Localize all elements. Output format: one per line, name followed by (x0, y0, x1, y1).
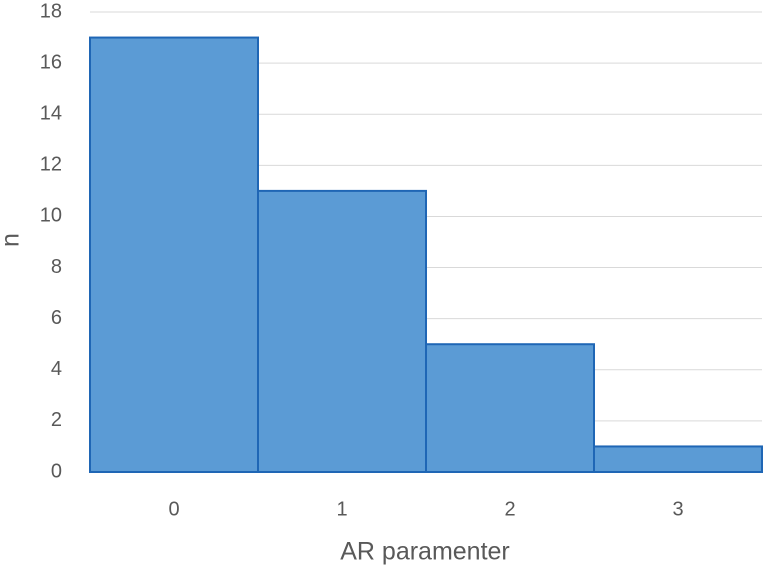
y-tick-label: 14 (40, 103, 62, 125)
y-tick-label: 2 (51, 409, 62, 431)
y-tick-label: 12 (40, 154, 62, 176)
bar (257, 189, 427, 473)
y-tick-label: 6 (51, 307, 62, 329)
y-tick-label: 18 (40, 0, 62, 22)
x-axis-title: AR paramenter (340, 538, 510, 566)
y-tick-label: 8 (51, 256, 62, 278)
x-tick-label: 3 (672, 498, 683, 520)
x-tick-label: 2 (504, 498, 515, 520)
bar (425, 343, 595, 474)
x-tick-label: 0 (168, 498, 179, 520)
y-tick-label: 16 (40, 51, 62, 73)
bar (89, 36, 259, 474)
y-tick-label: 10 (40, 205, 62, 227)
x-tick-label: 1 (336, 498, 347, 520)
y-axis-title: n (0, 233, 25, 247)
y-tick-label: 0 (51, 460, 62, 482)
bar (593, 445, 763, 474)
y-tick-label: 4 (51, 358, 62, 380)
